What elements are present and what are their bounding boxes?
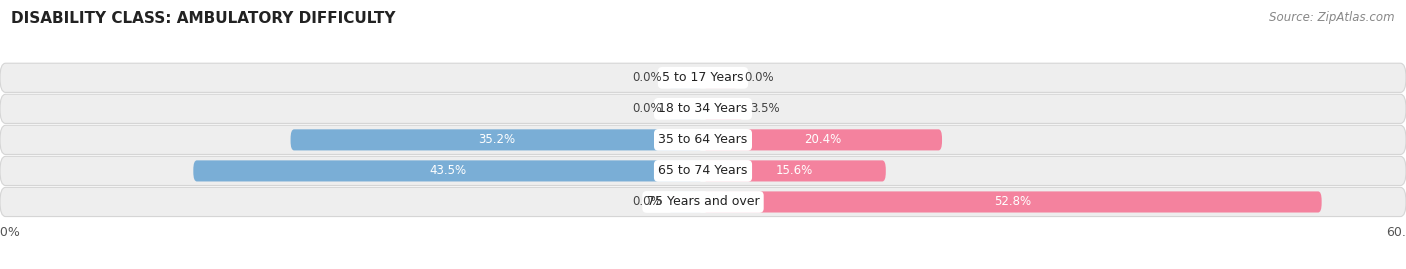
FancyBboxPatch shape: [668, 67, 703, 88]
Text: 65 to 74 Years: 65 to 74 Years: [658, 164, 748, 178]
Text: 0.0%: 0.0%: [633, 196, 662, 208]
FancyBboxPatch shape: [703, 67, 738, 88]
FancyBboxPatch shape: [668, 192, 703, 213]
FancyBboxPatch shape: [0, 125, 1406, 154]
FancyBboxPatch shape: [0, 63, 1406, 92]
Text: 35 to 64 Years: 35 to 64 Years: [658, 133, 748, 146]
Text: Source: ZipAtlas.com: Source: ZipAtlas.com: [1270, 11, 1395, 24]
Text: 0.0%: 0.0%: [633, 102, 662, 115]
FancyBboxPatch shape: [703, 160, 886, 182]
Text: 43.5%: 43.5%: [430, 164, 467, 178]
FancyBboxPatch shape: [291, 129, 703, 150]
FancyBboxPatch shape: [703, 192, 1322, 213]
Text: 3.5%: 3.5%: [749, 102, 779, 115]
Text: 20.4%: 20.4%: [804, 133, 841, 146]
Text: 52.8%: 52.8%: [994, 196, 1031, 208]
Text: 0.0%: 0.0%: [744, 71, 773, 84]
Text: 15.6%: 15.6%: [776, 164, 813, 178]
FancyBboxPatch shape: [703, 129, 942, 150]
Text: 18 to 34 Years: 18 to 34 Years: [658, 102, 748, 115]
FancyBboxPatch shape: [0, 94, 1406, 123]
Text: 0.0%: 0.0%: [633, 71, 662, 84]
FancyBboxPatch shape: [0, 156, 1406, 186]
Text: 75 Years and over: 75 Years and over: [647, 196, 759, 208]
FancyBboxPatch shape: [194, 160, 703, 182]
FancyBboxPatch shape: [0, 187, 1406, 217]
Text: 35.2%: 35.2%: [478, 133, 516, 146]
Text: 5 to 17 Years: 5 to 17 Years: [662, 71, 744, 84]
FancyBboxPatch shape: [668, 98, 703, 119]
Text: DISABILITY CLASS: AMBULATORY DIFFICULTY: DISABILITY CLASS: AMBULATORY DIFFICULTY: [11, 11, 395, 26]
FancyBboxPatch shape: [703, 98, 744, 119]
